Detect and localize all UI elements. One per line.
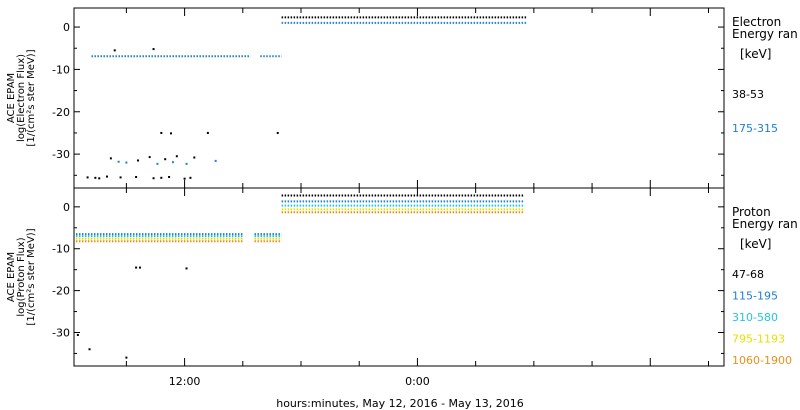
data-point bbox=[125, 356, 128, 359]
y-tick-label: -30 bbox=[52, 148, 70, 161]
proton-legend-title: Proton bbox=[732, 205, 771, 219]
x-tick-label: 0:00 bbox=[405, 375, 430, 388]
legend-entry: 115-195 bbox=[732, 290, 778, 303]
series-1060-1900 bbox=[75, 211, 525, 243]
proton-legend-title: [keV] bbox=[740, 237, 771, 251]
data-point bbox=[152, 48, 155, 51]
data-point bbox=[105, 175, 108, 178]
data-point bbox=[138, 266, 141, 269]
data-point bbox=[214, 159, 217, 162]
data-point bbox=[206, 131, 209, 134]
electron-y-axis-label: [1/(cm²s ster MeV)] bbox=[26, 49, 37, 146]
data-point bbox=[168, 175, 171, 178]
data-point bbox=[164, 158, 167, 161]
data-point bbox=[175, 155, 178, 158]
electron-panel: 0 -10 -20 -30 ACE EPAM log(Electron Flux) [1/(… bbox=[6, 7, 798, 189]
proton-legend-title: Energy ran bbox=[732, 217, 798, 231]
y-tick-label: -30 bbox=[52, 326, 70, 339]
series-115-195 bbox=[75, 200, 525, 236]
data-point bbox=[189, 176, 192, 179]
legend-entry: 1060-1900 bbox=[732, 354, 792, 367]
data-point bbox=[125, 161, 128, 164]
data-point bbox=[137, 159, 140, 162]
data-point bbox=[109, 157, 112, 160]
series-47-68 bbox=[76, 177, 525, 359]
y-tick-label: -20 bbox=[52, 285, 70, 298]
y-tick-label: 0 bbox=[63, 201, 70, 214]
proton-y-axis-label: log(Proton Flux) bbox=[16, 237, 27, 316]
data-point bbox=[148, 156, 151, 159]
data-point bbox=[135, 266, 138, 269]
data-point bbox=[76, 334, 79, 337]
y-tick-label: 0 bbox=[63, 21, 70, 34]
data-point bbox=[160, 176, 163, 179]
x-tick-label: 12:00 bbox=[169, 375, 201, 388]
data-point bbox=[193, 156, 196, 159]
data-point bbox=[119, 176, 122, 179]
electron-legend-title: Electron bbox=[732, 15, 781, 29]
data-point bbox=[88, 348, 91, 351]
data-point bbox=[94, 176, 97, 179]
y-tick-label: -20 bbox=[52, 106, 70, 119]
data-point bbox=[170, 132, 173, 135]
data-point bbox=[185, 162, 188, 165]
legend-entry: 795-1193 bbox=[732, 333, 785, 346]
legend-entry: 310-580 bbox=[732, 311, 778, 324]
electron-plot-frame bbox=[73, 7, 725, 189]
legend-entry: 38-53 bbox=[732, 88, 764, 101]
series-38-53 bbox=[86, 16, 527, 180]
data-point bbox=[276, 131, 279, 134]
data-point bbox=[113, 49, 116, 52]
electron-legend-title: [keV] bbox=[740, 47, 771, 61]
y-tick-label: -10 bbox=[52, 63, 70, 76]
series-175-315 bbox=[91, 21, 527, 165]
data-point bbox=[98, 177, 101, 180]
data-point bbox=[171, 161, 174, 164]
y-tick-label: -10 bbox=[52, 243, 70, 256]
legend-entry: 47-68 bbox=[732, 268, 764, 281]
electron-legend-title: Energy ran bbox=[732, 27, 798, 41]
data-point bbox=[86, 176, 89, 179]
series-795-1193 bbox=[75, 208, 525, 240]
electron-y-axis-label: log(Electron Flux) bbox=[16, 54, 27, 142]
data-point bbox=[160, 131, 163, 134]
data-point bbox=[185, 267, 188, 270]
data-point bbox=[152, 177, 155, 180]
data-point bbox=[135, 175, 138, 178]
data-point bbox=[117, 160, 120, 163]
data-point bbox=[183, 177, 186, 180]
series-310-580 bbox=[75, 204, 525, 238]
electron-y-axis-label: ACE EPAM bbox=[6, 73, 17, 123]
x-axis-label: hours:minutes, May 12, 2016 - May 13, 20… bbox=[276, 397, 524, 410]
proton-y-axis-label: ACE EPAM bbox=[6, 252, 17, 302]
proton-plot-frame bbox=[73, 187, 725, 367]
legend-entry: 175-315 bbox=[732, 122, 778, 135]
proton-panel: 0 -10 -20 -30 12:00 0:00 ACE EPAM log(Proton Fl… bbox=[6, 177, 798, 388]
proton-y-axis-label: [1/(cm²s ster MeV)] bbox=[26, 228, 37, 325]
data-point bbox=[156, 162, 159, 165]
